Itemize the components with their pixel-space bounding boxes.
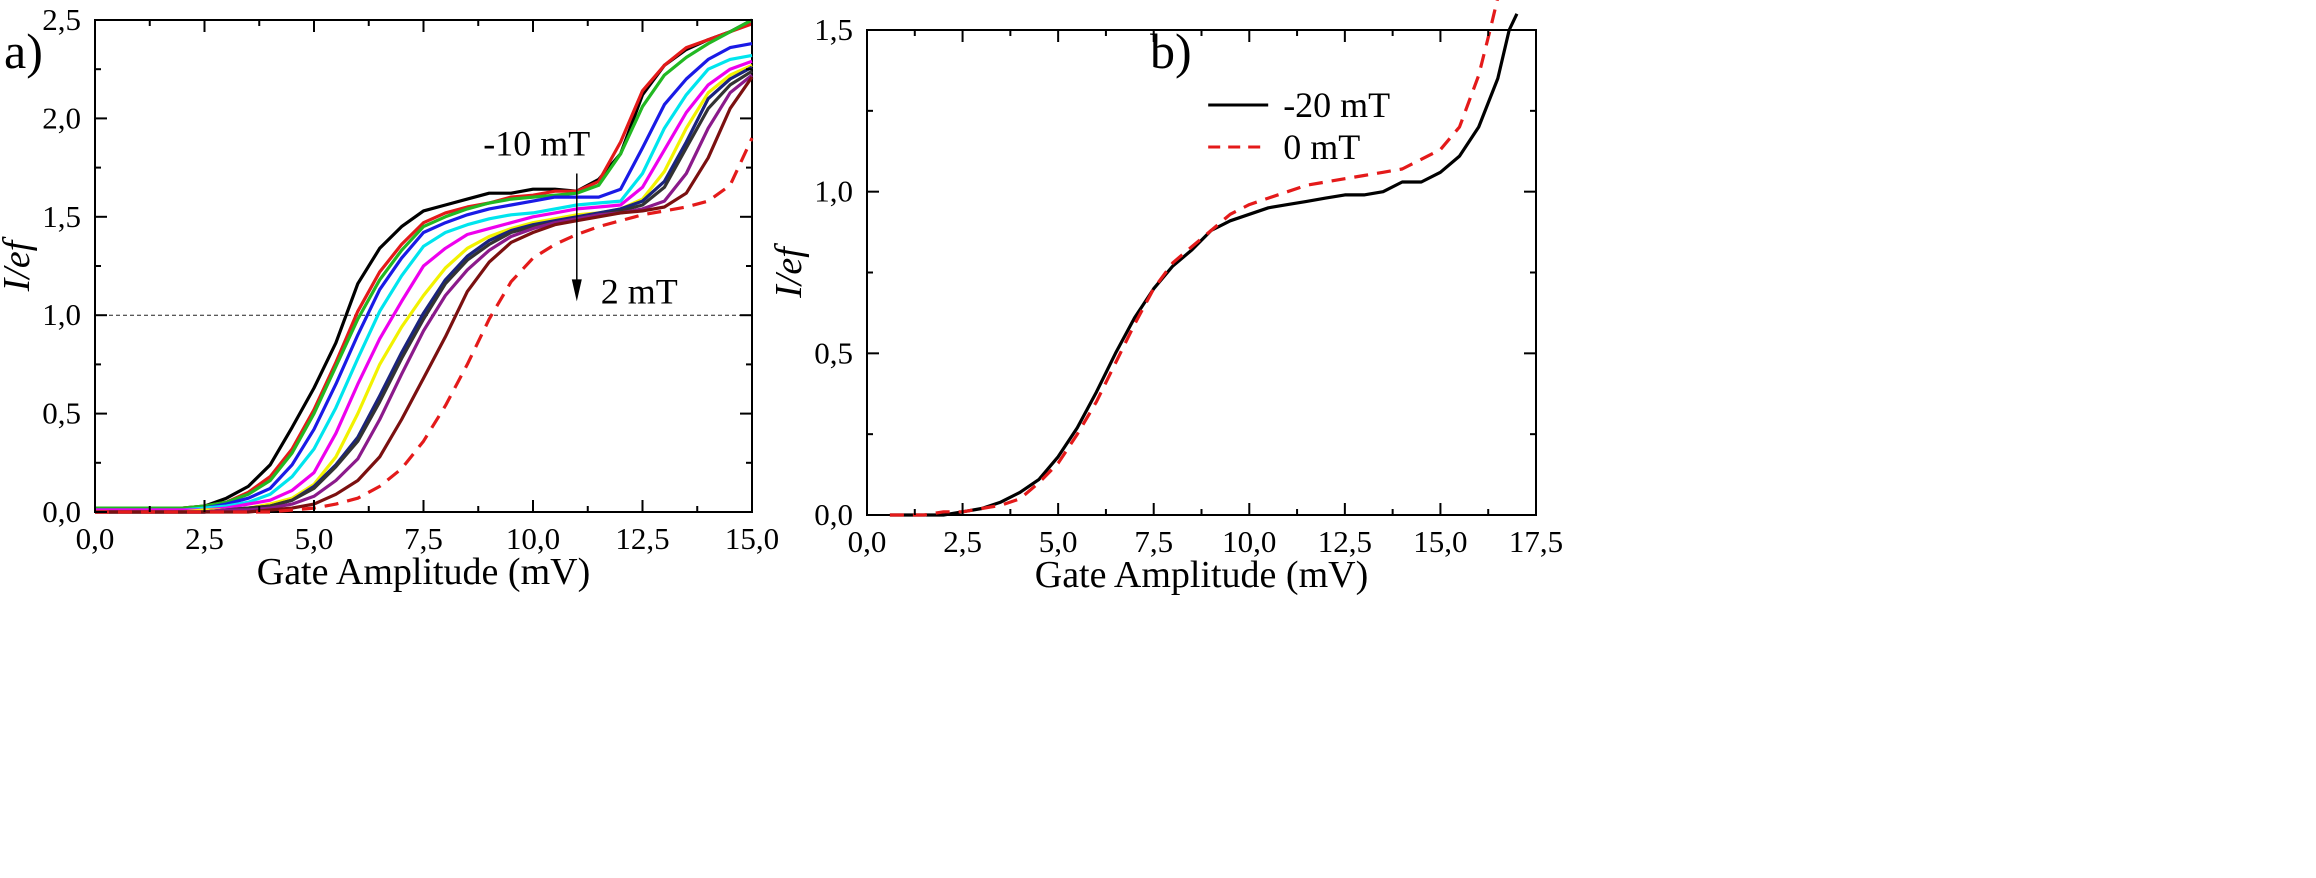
panel-b-axes-group: 0,0 2,5 5,0 7,5 10,0 12,5 15,0 17,5 0,0 0,5 1,0 1,5 [814,12,1563,559]
series-line-2 [889,0,1499,517]
series-line-2 [95,22,753,510]
panel-b-y-axis-title: I/ef [768,243,810,299]
legend-label-2: 0 mT [1283,127,1360,167]
panel-a-series-group [95,18,754,514]
panel-b: b) 0,0 2,5 5,0 7,5 10,0 12,5 15,0 17,5 0,0 0,5 1,0… [768,0,1563,596]
x-tick-label: 7,5 [404,521,443,556]
x-tick-label: 12,5 [615,521,669,556]
panel-a-label: a) [4,23,43,79]
y-tick-label: 0,0 [814,497,853,532]
y-tick-label: 2,5 [42,2,81,37]
series-line-3 [95,18,753,510]
series-line-4 [95,42,753,512]
panel-b-x-axis-title: Gate Amplitude (mV) [1035,554,1368,596]
panel-a-axes-group: 0,0 2,5 5,0 7,5 10,0 12,5 15,0 0,0 0,5 1,0 1,5 2,0 2… [42,2,779,556]
annotation-top-label: -10 mT [483,124,590,164]
x-tick-label: 2,5 [185,521,224,556]
panel-b-label: b) [1150,23,1192,79]
y-tick-label: 1,0 [42,297,81,332]
y-tick-label: 0,0 [42,494,81,529]
x-tick-label: 5,0 [295,521,334,556]
y-tick-label: 1,0 [814,174,853,209]
x-tick-label: 17,5 [1509,524,1563,559]
panel-b-series-group [889,0,1519,517]
y-tick-label: 2,0 [42,100,81,135]
panel-b-legend: -20 mT0 mT [1208,85,1390,167]
panel-a-x-axis-title: Gate Amplitude (mV) [257,551,590,593]
y-tick-label: 0,5 [814,335,853,370]
annotation-arrow-head [571,279,582,302]
legend-label-1: -20 mT [1283,85,1390,125]
x-tick-label: 0,0 [848,524,887,559]
series-line-6 [95,59,753,512]
y-tick-label: 0,5 [42,396,81,431]
series-line-5 [95,53,753,512]
x-tick-label: 15,0 [725,521,779,556]
panel-b-plot-frame [866,29,1537,516]
x-tick-label: 2,5 [943,524,982,559]
y-tick-label: 1,5 [814,12,853,47]
x-tick-label: 12,5 [1318,524,1372,559]
x-tick-label: 15,0 [1413,524,1467,559]
series-line-11 [95,76,754,514]
x-tick-label: 10,0 [506,521,560,556]
series-line-12 [95,137,754,514]
x-tick-label: 0,0 [76,521,115,556]
x-tick-label: 10,0 [1222,524,1276,559]
panel-a-y-axis-title: I/ef [0,236,38,292]
panel-a-annotations: -10 mT 2 mT [483,124,677,312]
y-tick-label: 1,5 [42,199,81,234]
x-tick-label: 5,0 [1039,524,1078,559]
x-tick-label: 7,5 [1134,524,1173,559]
series-line-1 [889,13,1519,517]
panel-a: a) 0,0 2,5 5,0 7,5 10,0 12,5 15,0 0,0 0,5 1,0 1,5 2… [0,2,779,593]
annotation-bottom-label: 2 mT [601,271,678,311]
